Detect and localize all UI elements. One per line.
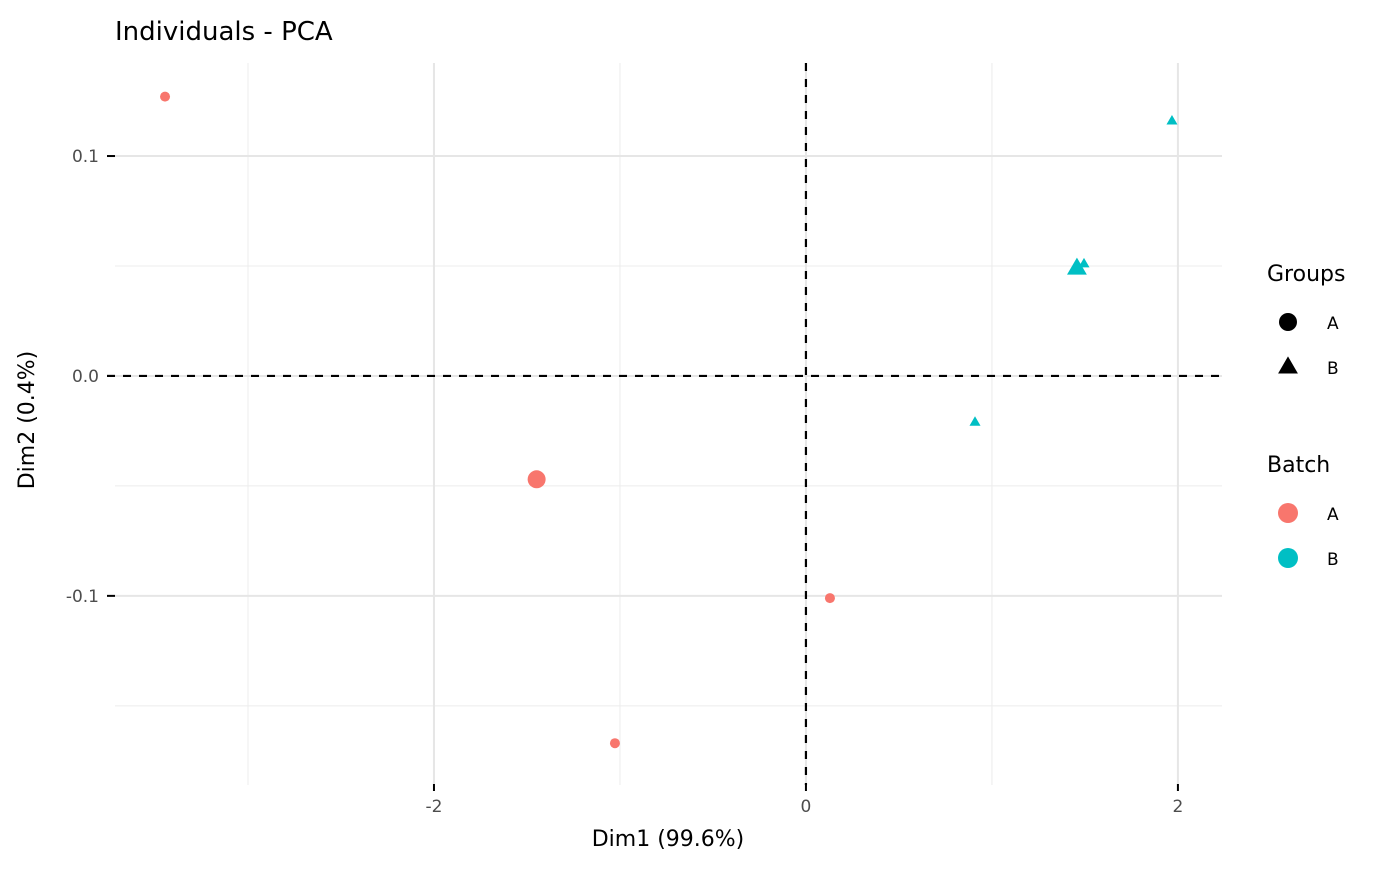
x-axis-label: Dim1 (99.6%) <box>592 827 745 852</box>
data-point <box>969 416 981 426</box>
y-tick-label: 0.1 <box>72 147 99 167</box>
axes: -2 0 2 -0.1 0.0 0.1 <box>66 147 1184 817</box>
y-tick-label: -0.1 <box>66 587 99 607</box>
grid <box>115 63 1222 785</box>
legend-key <box>1278 503 1298 523</box>
y-axis-label: Dim2 (0.4%) <box>15 351 40 490</box>
data-point <box>160 91 171 102</box>
legend-label: A <box>1327 505 1339 525</box>
legend-title: Groups <box>1267 262 1345 287</box>
legend-label: B <box>1327 359 1339 379</box>
points <box>160 91 1178 749</box>
data-point <box>1166 114 1178 125</box>
chart-title: Individuals - PCA <box>115 17 333 47</box>
legend-label: B <box>1327 550 1339 570</box>
legend-key <box>1278 548 1298 568</box>
group-mean-point <box>527 470 546 489</box>
data-point <box>824 593 835 604</box>
group-mean-point <box>1067 257 1087 275</box>
x-tick-label: -2 <box>425 797 442 817</box>
legend: Groups A B Batch A B <box>1267 262 1345 570</box>
reference-lines <box>107 63 1222 785</box>
data-point <box>609 738 620 749</box>
legend-key <box>1278 356 1298 374</box>
legend-title: Batch <box>1267 453 1330 478</box>
legend-key <box>1279 313 1297 331</box>
x-tick-label: 0 <box>801 797 812 817</box>
y-tick-label: 0.0 <box>72 367 99 387</box>
legend-label: A <box>1327 314 1339 334</box>
x-tick-label: 2 <box>1173 797 1184 817</box>
